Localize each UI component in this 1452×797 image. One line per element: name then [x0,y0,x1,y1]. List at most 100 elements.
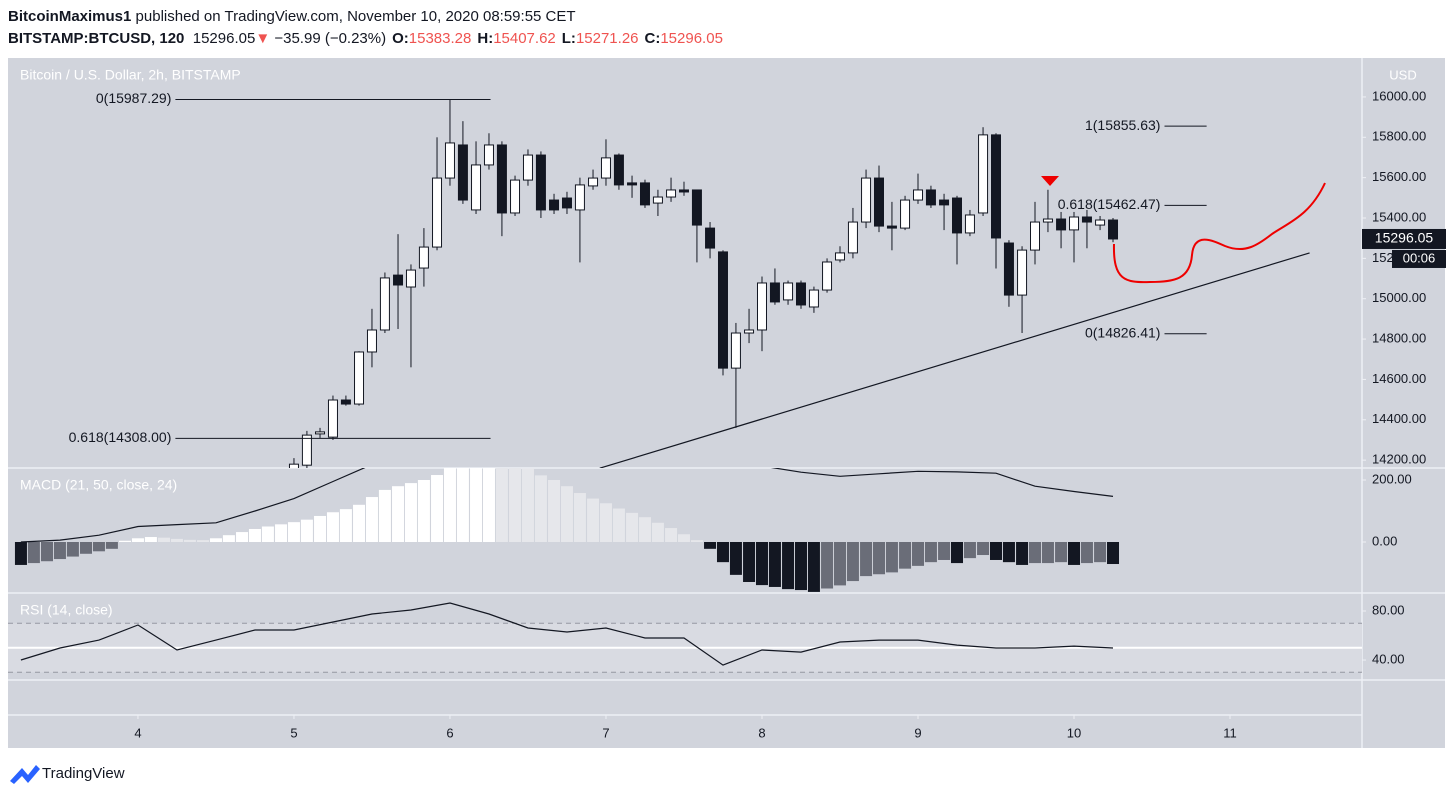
histogram-bar [495,468,508,543]
histogram-bar [27,542,40,564]
y-tick-label: 16000.00 [1372,88,1426,103]
histogram-bar [587,498,600,543]
ohlc: O:15383.28 H:15407.62 L:15271.26 C:15296.05 [386,30,723,47]
histogram-bar [275,524,288,543]
histogram-bar [209,538,222,543]
brand: TradingView [42,765,125,782]
histogram-bar [716,542,729,563]
axis-label: USD [1389,67,1416,82]
logo-icon [10,765,40,784]
candle-body [978,134,989,214]
histogram-bar [339,509,352,543]
y-tick-label: 0.00 [1372,533,1397,548]
y-tick-label: 14400.00 [1372,411,1426,426]
histogram-bar [443,468,456,543]
candle-body [366,329,377,353]
histogram-bar [456,468,469,543]
candle-body [471,164,482,211]
histogram-bar [66,542,79,557]
histogram-bar [92,542,105,552]
histogram-bar [326,512,339,543]
candle-body [795,282,806,306]
candle-body [822,261,833,291]
arrow: ▼ [255,30,271,47]
y-tick-label: 15000.00 [1372,290,1426,305]
candle-body [730,332,741,369]
histogram-bar [482,468,495,543]
histogram-bar [782,542,795,590]
histogram-bar [704,542,717,549]
histogram-bar [261,526,274,543]
candle-body [432,177,443,248]
fib-label: 0(15987.29) [96,90,172,106]
histogram-bar [119,540,132,543]
histogram-bar [846,542,859,582]
histogram-bar [353,504,366,543]
x-tick-label: 7 [602,725,609,740]
candle-body [457,144,468,201]
y-tick-label: 14200.00 [1372,452,1426,467]
candle-body [769,282,780,303]
published: published on TradingView.com, November 1… [135,8,576,25]
candle-body [522,154,533,181]
candle-body [1108,219,1119,240]
pane-title: MACD (21, 50, close, 24) [20,477,177,493]
ohlc-value: 15383.28 [408,30,472,47]
fib-label: 1(15855.63) [1085,117,1161,133]
rsi-line [20,602,1114,666]
candle-body [964,214,975,234]
candle-body [510,179,521,214]
candle-body [535,154,546,211]
histogram-bar [573,493,586,543]
histogram-bar [53,542,66,560]
candle-body [756,282,767,331]
histogram-bar [755,542,768,586]
x-tick-label: 6 [446,725,453,740]
candle-body [783,282,794,301]
histogram-bar [872,542,885,575]
histogram-bar [911,542,924,566]
x-tick-label: 11 [1223,725,1237,740]
histogram-bar [14,542,27,565]
histogram-bar [300,519,313,543]
histogram-bar [158,537,171,543]
candle-body [939,199,950,206]
countdown-box [1392,249,1446,268]
histogram-bar [1016,542,1029,565]
pane-title: Bitcoin / U.S. Dollar, 2h, BITSTAMP [20,67,241,83]
candle-body [315,431,326,435]
ohlc-value: 15407.62 [493,30,556,47]
y-tick-label: 200.00 [1372,471,1412,486]
histogram-bar [534,475,547,543]
y-tick-label: 15600.00 [1372,169,1426,184]
histogram-bar [183,539,196,543]
histogram-bar [80,542,93,554]
histogram-bar [170,538,183,543]
candle-body [652,196,663,204]
histogram-bar [548,479,561,543]
macd-line [20,468,1114,543]
quote-line: BITSTAMP:BTCUSD, 120 15296.05▼ −35.99 (−… [8,28,723,50]
logo: TradingView [10,765,125,784]
candle-body [1042,218,1053,223]
histogram-bar [144,537,157,543]
candle-body [886,225,897,229]
candle-body [925,189,936,206]
candle-body [1056,218,1067,231]
candle-body [861,177,872,223]
histogram-bar [638,517,651,543]
histogram-bar [1080,542,1093,564]
candle-body [717,251,728,369]
x-tick-label: 8 [758,725,765,740]
y-tick-label: 80.00 [1372,602,1405,617]
candle-body [1003,242,1014,296]
histogram-bar [1029,542,1042,564]
histogram-bar [287,522,300,543]
candle-body [873,177,884,227]
last-price-label: 15296.05 [1375,230,1434,246]
last: 15296.05 [192,30,256,47]
candle-body [1030,221,1041,251]
ohlc-key: H: [477,30,494,47]
signal-marker [1041,176,1059,186]
